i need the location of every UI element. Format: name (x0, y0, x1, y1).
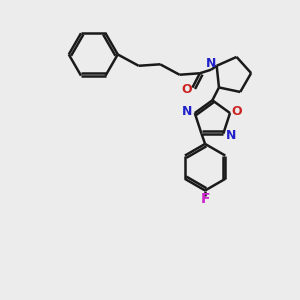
Text: N: N (226, 129, 236, 142)
Text: O: O (182, 82, 192, 96)
Text: N: N (182, 105, 193, 118)
Text: O: O (231, 105, 242, 118)
Text: N: N (206, 57, 216, 70)
Text: F: F (200, 192, 210, 206)
